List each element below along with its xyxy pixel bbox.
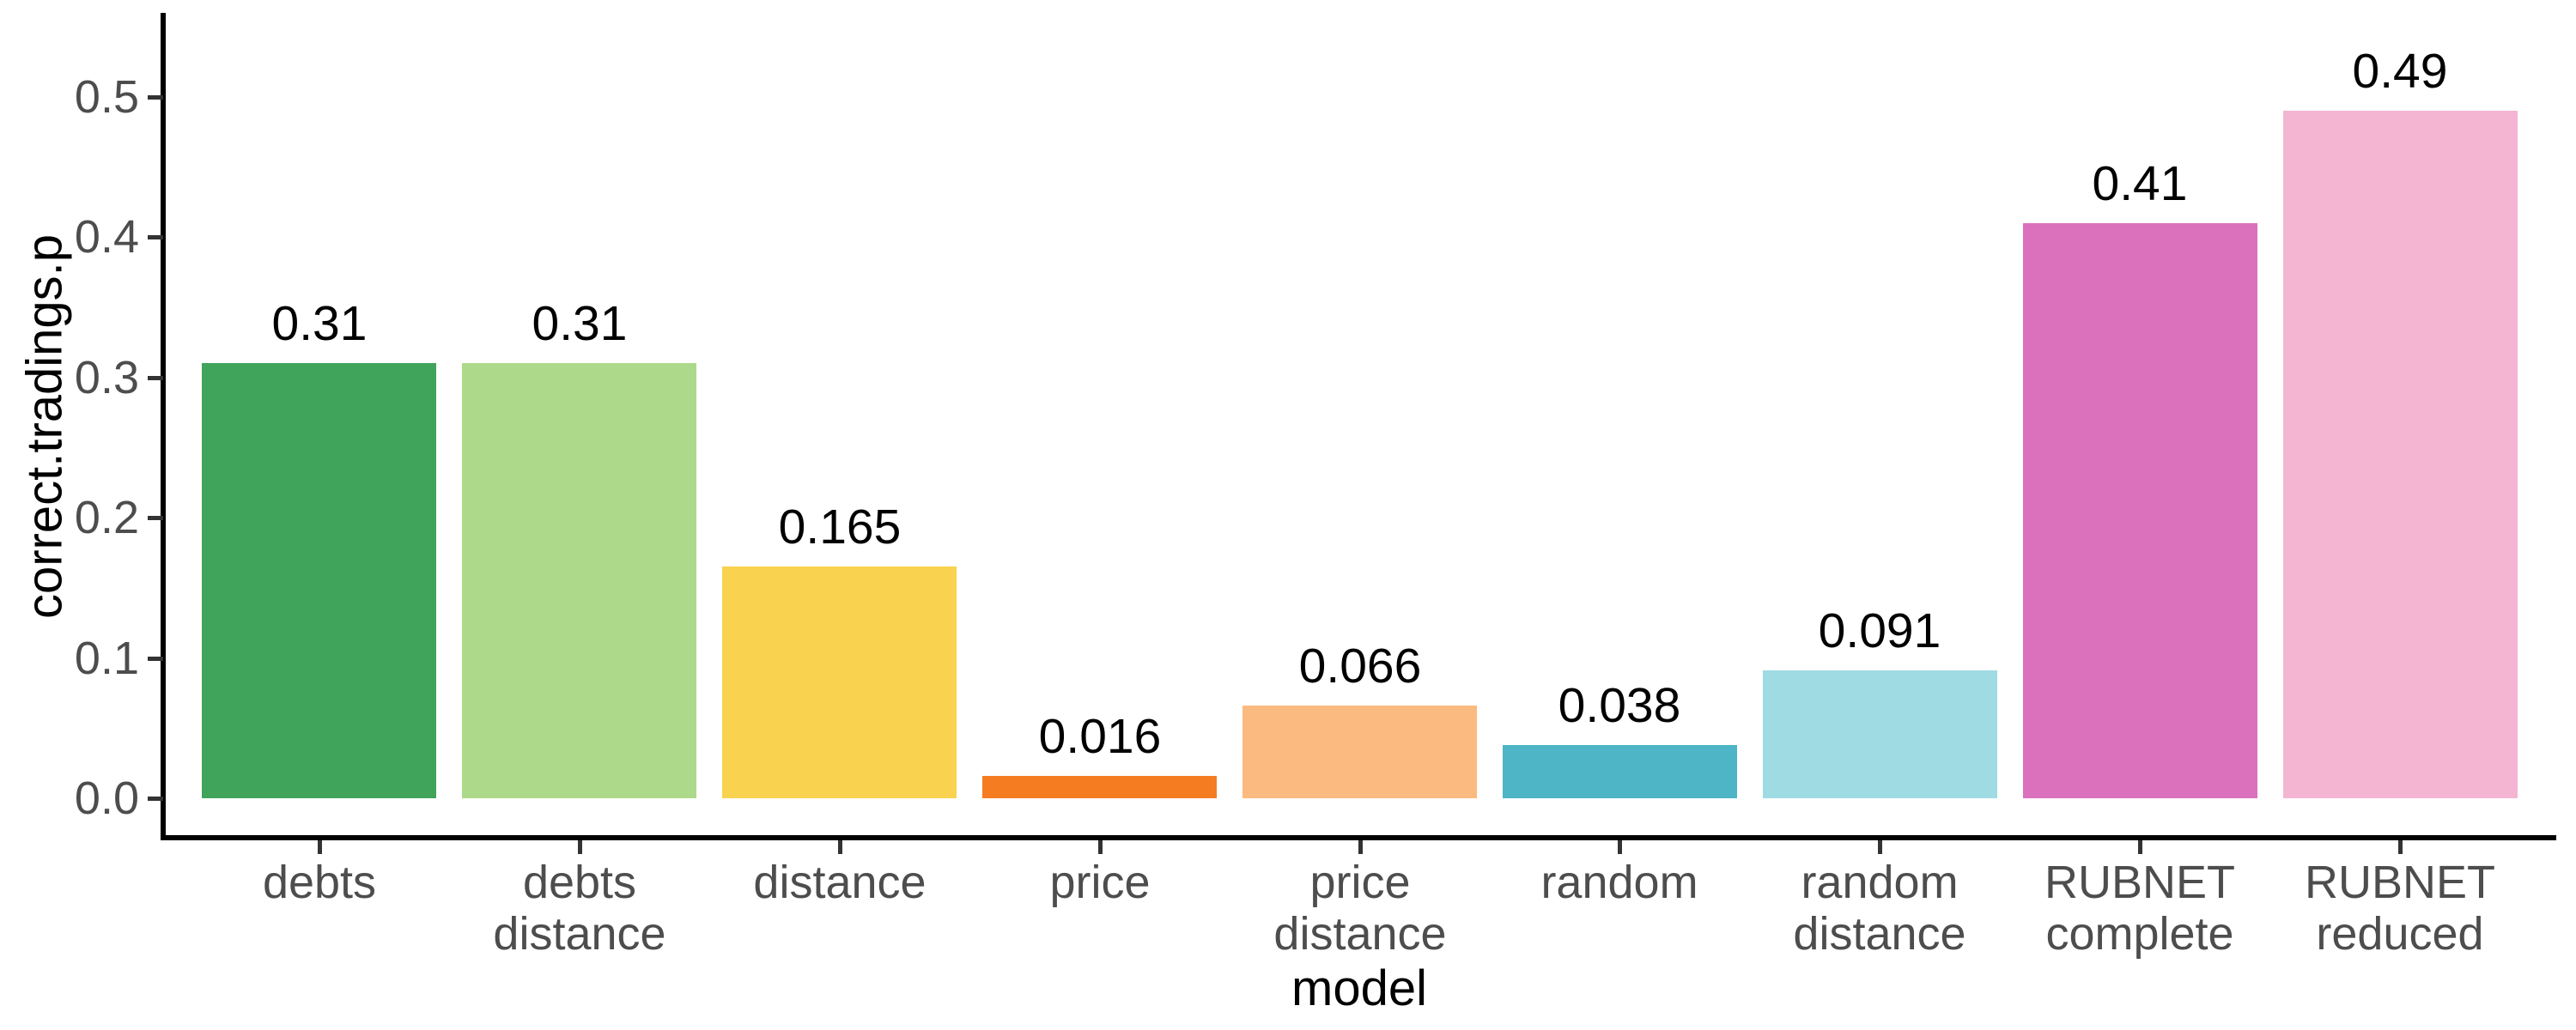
bar-value-label: 0.31 [271, 296, 368, 351]
bar [722, 566, 957, 798]
bar [202, 363, 436, 798]
x-category-label: distance [753, 857, 927, 908]
y-tick-label: 0.2 [74, 492, 139, 543]
bar [2283, 111, 2518, 798]
y-tick-mark [148, 235, 163, 239]
x-tick-mark [1878, 840, 1882, 854]
y-tick-label: 0.3 [74, 351, 139, 403]
bar [2023, 223, 2257, 798]
x-axis-line [161, 835, 2556, 840]
bar [1763, 670, 1997, 798]
x-category-label: debts distance [493, 857, 666, 960]
x-category-label: RUBNET reduced [2304, 857, 2495, 960]
y-axis-title: correct.tradings.p [16, 233, 73, 620]
x-tick-mark [838, 840, 842, 854]
bar-value-label: 0.038 [1558, 678, 1681, 733]
y-tick-label: 0.4 [74, 211, 139, 263]
y-tick-mark [148, 516, 163, 520]
x-category-label: price distance [1273, 857, 1447, 960]
x-tick-mark [578, 840, 582, 854]
x-tick-mark [1358, 840, 1363, 854]
bar-value-label: 0.091 [1818, 603, 1941, 658]
bar-value-label: 0.016 [1038, 709, 1162, 764]
bar-value-label: 0.165 [778, 500, 902, 554]
bar [1503, 745, 1737, 798]
y-tick-label: 0.0 [74, 772, 139, 824]
x-category-label: price [1049, 857, 1151, 908]
x-tick-mark [1098, 840, 1103, 854]
x-category-label: random [1540, 857, 1698, 908]
y-tick-label: 0.1 [74, 632, 139, 684]
bar-value-label: 0.31 [532, 296, 628, 351]
bar-value-label: 0.41 [2092, 156, 2188, 211]
y-tick-mark [148, 656, 163, 661]
bar [462, 363, 696, 798]
x-tick-mark [2398, 840, 2403, 854]
bar [982, 776, 1217, 798]
x-tick-mark [2138, 840, 2142, 854]
y-tick-mark [148, 375, 163, 380]
bar-value-label: 0.066 [1298, 639, 1422, 694]
x-tick-mark [1618, 840, 1622, 854]
y-tick-mark [148, 797, 163, 801]
y-tick-label: 0.5 [74, 70, 139, 123]
x-axis-title: model [1291, 960, 1427, 1016]
x-category-label: random distance [1793, 857, 1966, 960]
bar [1242, 706, 1477, 798]
x-category-label: RUBNET complete [2044, 857, 2235, 960]
x-category-label: debts [262, 857, 377, 908]
y-axis-line [161, 13, 166, 840]
x-tick-mark [318, 840, 322, 854]
y-tick-mark [148, 94, 163, 100]
bar-value-label: 0.49 [2352, 44, 2448, 99]
